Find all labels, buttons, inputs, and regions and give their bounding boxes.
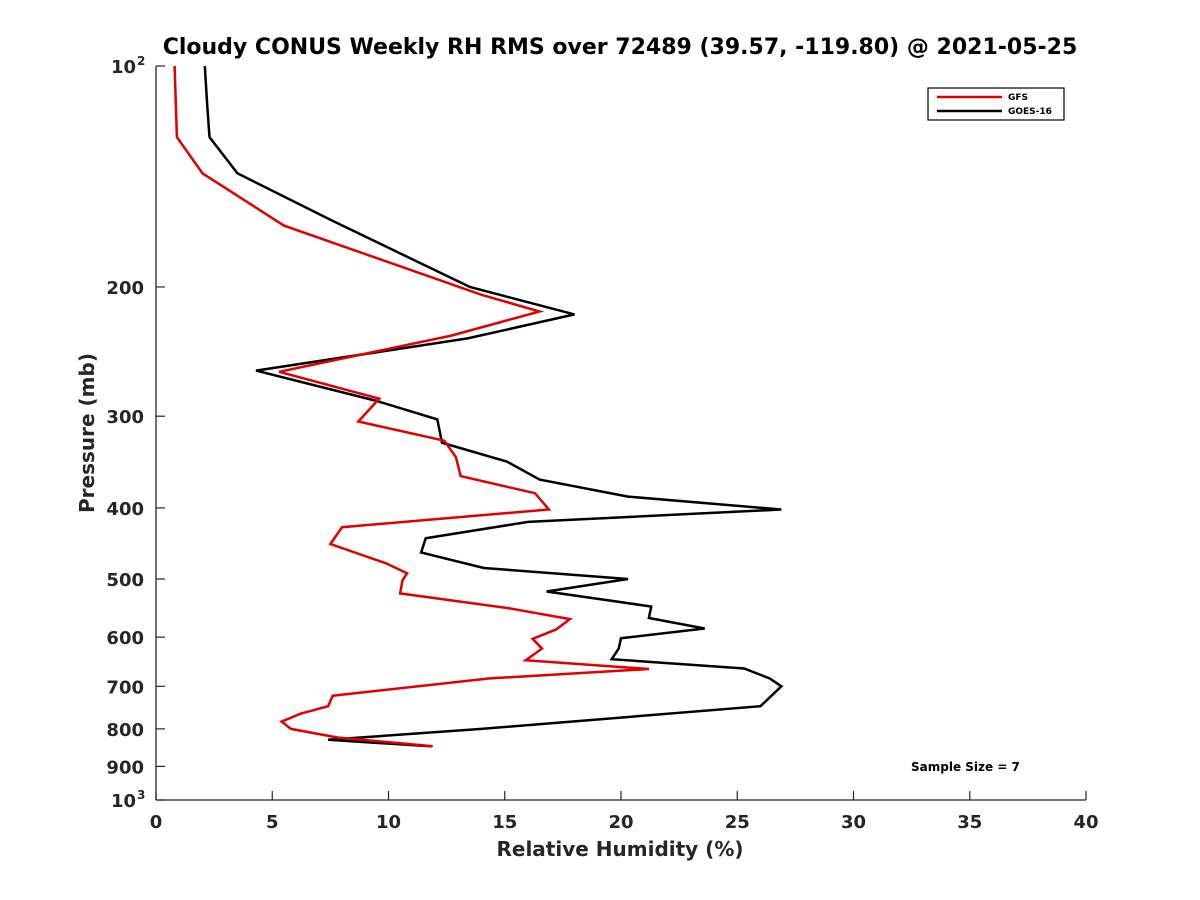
x-axis-ticks: 0 5 10 15 20 25 30 35 40 [150,791,1099,833]
y-tick-label: 300 [106,407,144,428]
y-tick-label-exponent: 2 [137,54,145,68]
plot-area: 0 5 10 15 20 25 30 35 40 10 220030040050060070080… [106,54,1098,833]
x-tick-label: 5 [266,812,279,833]
chart-title: Cloudy CONUS Weekly RH RMS over 72489 (3… [163,35,1078,60]
legend-box [927,87,1065,121]
x-tick-label: 0 [150,812,163,833]
legend-label-gfs: GFS [1008,93,1028,103]
series-line-goes16 [203,65,784,748]
y-tick-label: 400 [106,499,144,520]
series-line-gfs [173,65,649,748]
sample-size-annotation: Sample Size = 7 [911,760,1020,774]
y-tick-label: 900 [106,757,144,778]
y-tick-label: 10 [111,791,136,812]
legend-label-goes16: GOES-16 [1008,107,1052,117]
x-tick-label: 15 [492,812,517,833]
x-tick-label: 30 [841,812,866,833]
y-tick-label: 500 [106,570,144,591]
x-axis-label: Relative Humidity (%) [496,837,743,861]
x-tick-label: 20 [608,812,633,833]
y-tick-label-exponent: 3 [137,788,145,802]
y-tick-label: 10 [111,57,136,78]
x-tick-label: 10 [376,812,401,833]
series-lines [173,65,784,748]
x-tick-label: 35 [957,812,982,833]
legend: GFS GOES-16 [927,87,1065,121]
y-axis-label: Pressure (mb) [75,353,99,513]
x-tick-label: 40 [1073,812,1098,833]
y-tick-label: 600 [106,628,144,649]
y-tick-label: 800 [106,720,144,741]
y-tick-label: 700 [106,677,144,698]
x-tick-label: 25 [725,812,750,833]
y-tick-label: 200 [106,278,144,299]
